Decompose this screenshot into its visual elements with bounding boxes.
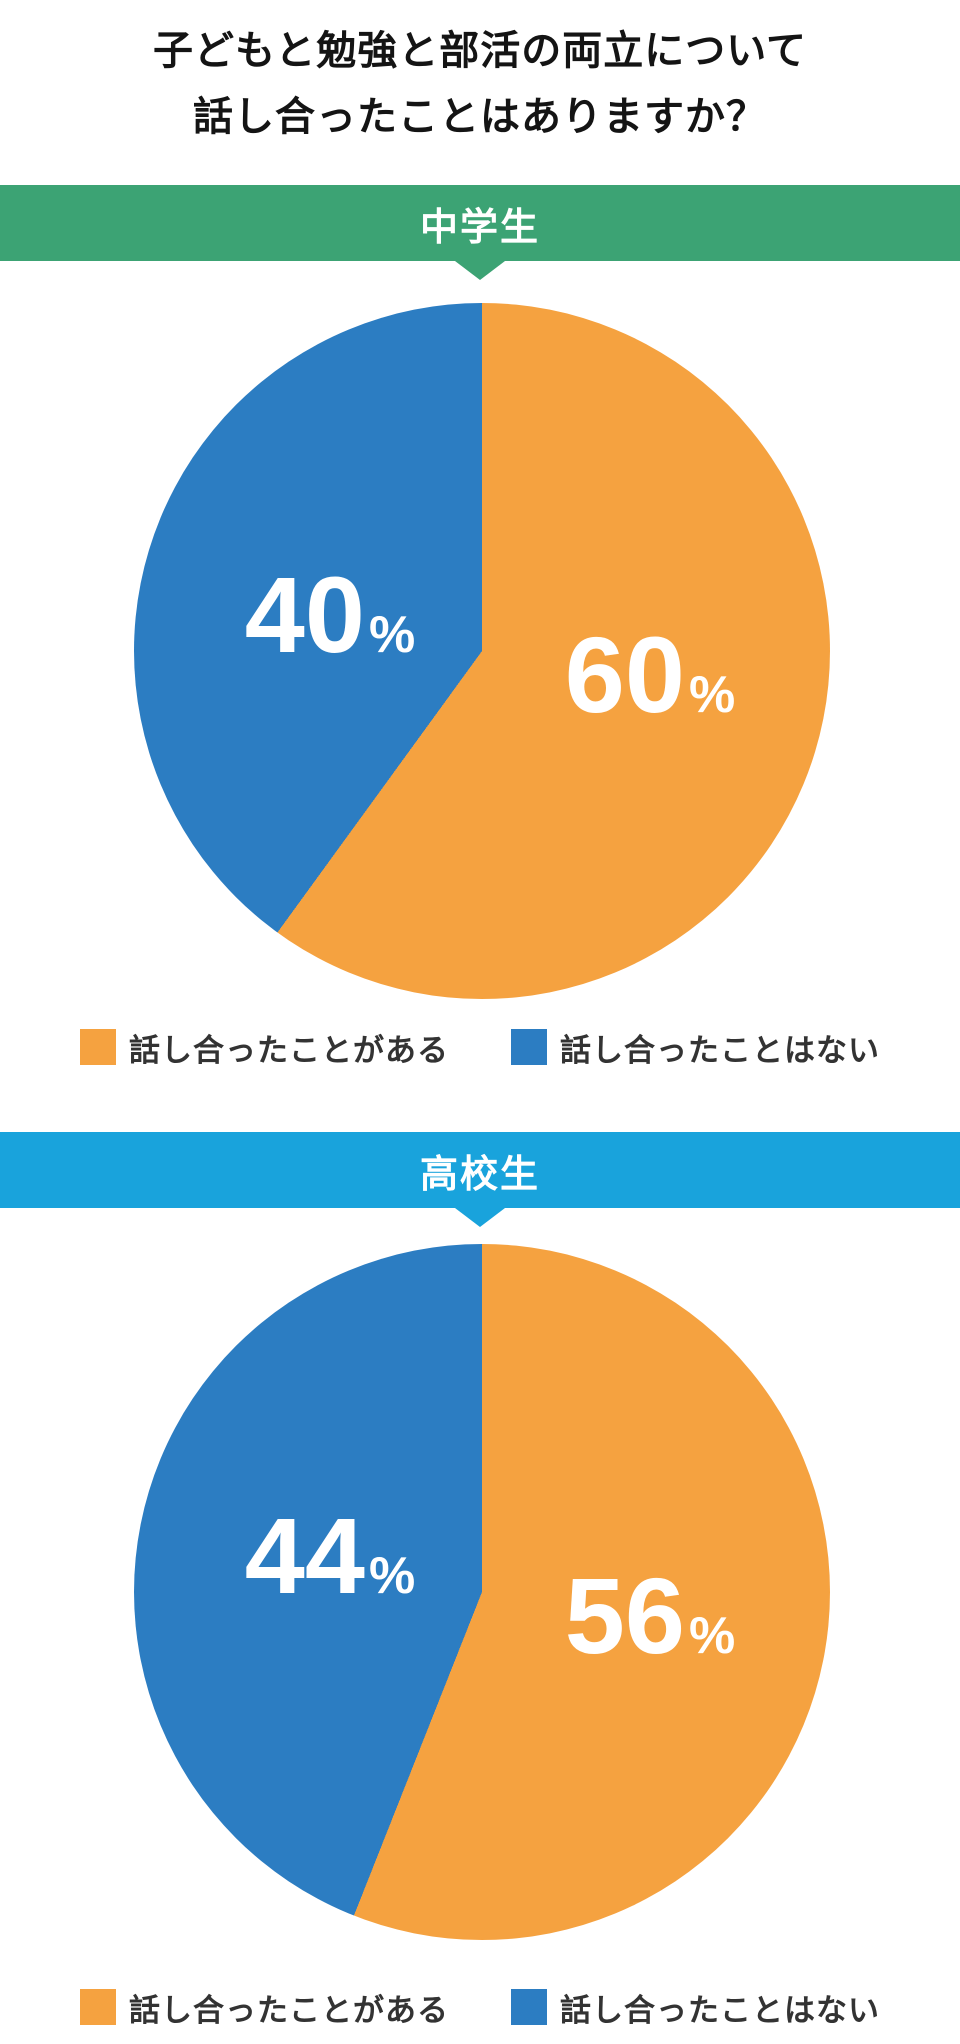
page-title: 子どもと勉強と部活の両立について 話し合ったことはありますか？	[0, 18, 960, 150]
slice-value: 60	[564, 614, 685, 735]
legend-swatch-orange	[80, 1029, 116, 1065]
percent-sign: %	[368, 1547, 416, 1605]
percent-sign: %	[688, 1607, 736, 1665]
banner-arrow-down-icon	[455, 1208, 505, 1227]
pie-slice-label-major: 60 %	[565, 621, 735, 729]
legend-swatch-orange	[80, 1989, 116, 2025]
legend-swatch-blue	[511, 1989, 547, 2025]
pie-chart-koukousei: 56 % 44 %	[134, 1244, 830, 1940]
page-title-line1: 子どもと勉強と部活の両立について	[153, 29, 807, 73]
legend-swatch-blue	[511, 1029, 547, 1065]
legend-chugakusei: 話し合ったことがある 話し合ったことはない	[0, 1025, 960, 1069]
banner-arrow-down-icon	[455, 261, 505, 280]
section-banner-chugakusei: 中学生	[0, 185, 960, 261]
legend-item: 話し合ったことはない	[511, 1025, 880, 1070]
banner-label: 中学生	[419, 206, 540, 249]
legend-koukousei: 話し合ったことがある 話し合ったことはない	[0, 1985, 960, 2029]
legend-label: 話し合ったことがある	[129, 1992, 449, 2028]
legend-label: 話し合ったことはない	[560, 1992, 880, 2028]
slice-value: 56	[564, 1555, 685, 1676]
percent-sign: %	[688, 666, 736, 724]
section-banner-koukousei: 高校生	[0, 1132, 960, 1208]
slice-value: 40	[244, 554, 365, 675]
pie-chart-chugakusei: 60 % 40 %	[134, 303, 830, 999]
banner-label: 高校生	[419, 1153, 540, 1196]
page-title-line2: 話し合ったことはありますか？	[193, 95, 767, 139]
slice-value: 44	[244, 1495, 365, 1616]
legend-item: 話し合ったことがある	[80, 1025, 449, 1070]
pie-slice-label-major: 56 %	[565, 1562, 735, 1670]
pie-slice-label-minor: 44 %	[245, 1502, 415, 1610]
percent-sign: %	[368, 606, 416, 664]
pie-slice-label-minor: 40 %	[245, 561, 415, 669]
legend-item: 話し合ったことはない	[511, 1985, 880, 2030]
legend-label: 話し合ったことがある	[129, 1032, 449, 1068]
legend-label: 話し合ったことはない	[560, 1032, 880, 1068]
legend-item: 話し合ったことがある	[80, 1985, 449, 2030]
